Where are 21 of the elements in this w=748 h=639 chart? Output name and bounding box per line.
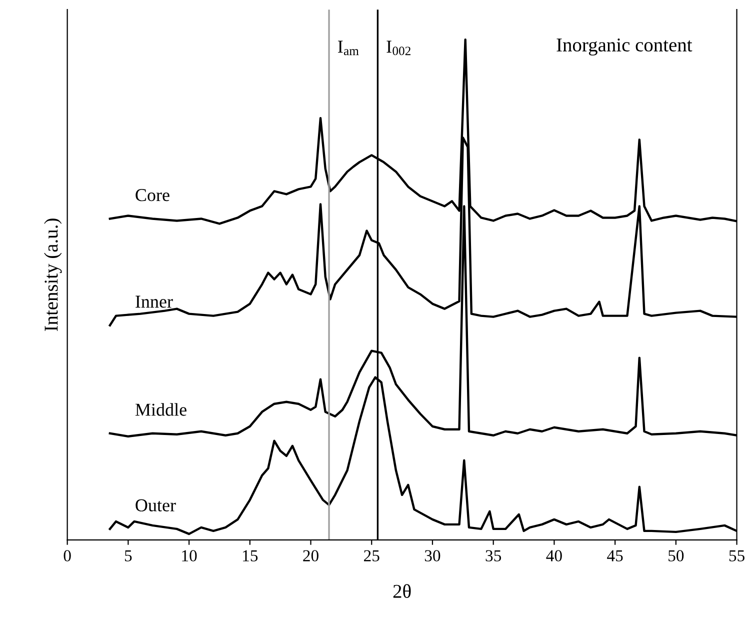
series-label: Middle bbox=[135, 403, 186, 416]
series-label: Inner bbox=[136, 296, 173, 308]
ref-line-label: I$_{002}$ bbox=[386, 40, 410, 56]
x-tick-label: 35 bbox=[486, 550, 502, 562]
x-tick-label: 45 bbox=[607, 550, 623, 562]
x-tick-label: 15 bbox=[243, 550, 258, 562]
x-tick-label: 30 bbox=[424, 550, 440, 562]
x-tick-label: 40 bbox=[546, 550, 562, 562]
x-tick-label: 10 bbox=[182, 550, 197, 562]
x-tick-label: 50 bbox=[668, 550, 684, 562]
x-axis-title: 2θ bbox=[393, 584, 411, 598]
annotation: Inorganic content bbox=[556, 38, 692, 56]
x-tick-label: 25 bbox=[364, 550, 380, 562]
x-tick-label: 5 bbox=[124, 550, 132, 562]
x-tick-label: 20 bbox=[303, 550, 318, 562]
series-label: Core bbox=[136, 189, 170, 202]
series-label: Outer bbox=[136, 499, 176, 512]
x-tick-label: 55 bbox=[729, 550, 744, 562]
ref-line-label: I$_{am}$ bbox=[338, 40, 359, 56]
x-tick-label: 0 bbox=[64, 550, 71, 562]
y-axis-title: Intensity (a.u.) bbox=[44, 218, 62, 332]
